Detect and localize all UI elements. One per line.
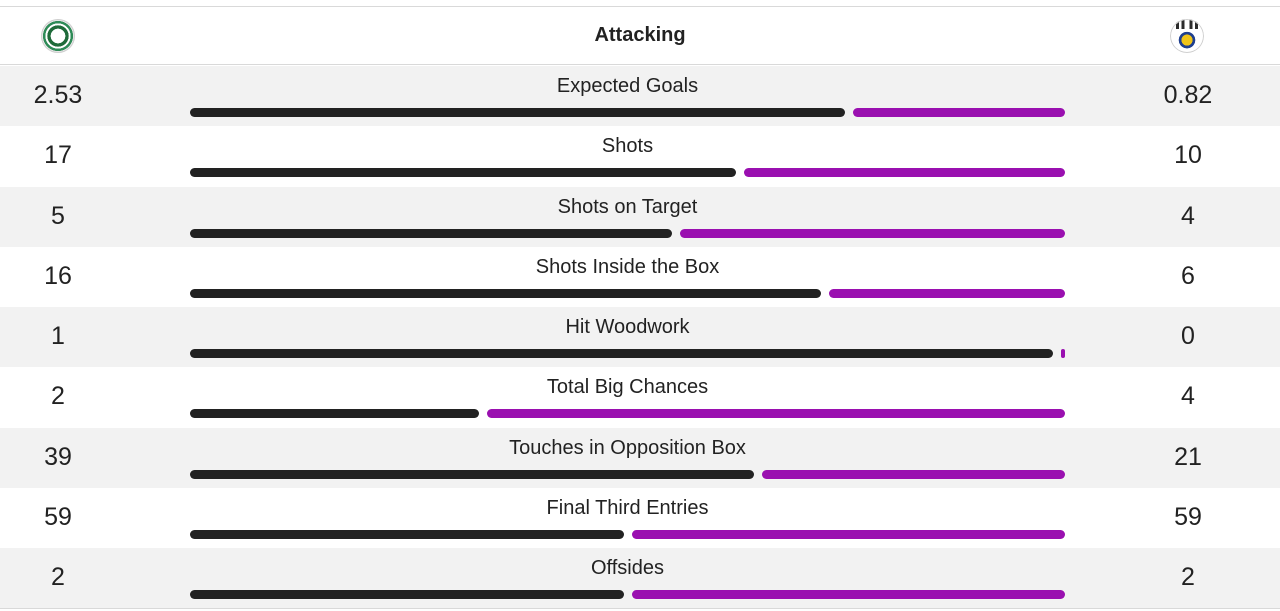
- home-share-bar: [190, 349, 1053, 359]
- stat-comparison-bar: [190, 469, 1065, 479]
- home-stat-value: 2.53: [33, 81, 83, 109]
- stat-label: Touches in Opposition Box: [509, 436, 746, 459]
- away-team-crest-icon: [1170, 19, 1204, 53]
- stat-row: 16 Shots Inside the Box 6: [0, 246, 1280, 308]
- stat-label: Shots on Target: [557, 195, 698, 218]
- away-share-bar: [761, 469, 1065, 479]
- stat-row: 5 Shots on Target 4: [0, 186, 1280, 247]
- away-share-bar: [1061, 349, 1065, 359]
- stat-comparison-bar: [190, 228, 1065, 238]
- stat-row: 2 Total Big Chances 4: [0, 367, 1280, 428]
- stat-row: 2.53 Expected Goals 0.82: [0, 66, 1280, 127]
- home-share-bar: [190, 409, 479, 419]
- away-share-bar: [852, 108, 1065, 117]
- home-stat-value: 17: [44, 141, 72, 170]
- home-stat-value: 2: [51, 563, 65, 592]
- home-stat-value: 39: [44, 442, 72, 471]
- away-share-bar: [631, 590, 1065, 600]
- away-stat-value: 21: [1174, 442, 1202, 471]
- stat-label: Offsides: [591, 557, 664, 580]
- away-stat-value: 0: [1181, 322, 1195, 351]
- stat-label: Shots: [601, 135, 654, 158]
- stats-list: 2.53 Expected Goals 0.82 17 Shots 10 5 Shots on…: [0, 66, 1280, 609]
- stat-comparison-bar: [190, 288, 1065, 298]
- away-share-bar: [631, 530, 1065, 540]
- home-stat-value: 5: [51, 201, 65, 230]
- home-share-bar: [190, 590, 624, 600]
- stat-comparison-bar: [190, 108, 1065, 117]
- away-stat-value: 6: [1181, 261, 1195, 290]
- stat-label: Hit Woodwork: [565, 316, 690, 339]
- section-title: Attacking: [594, 24, 686, 46]
- away-stat-value: 2: [1181, 563, 1195, 592]
- away-share-bar: [828, 288, 1065, 298]
- away-share-bar: [679, 228, 1065, 238]
- home-share-bar: [190, 530, 624, 540]
- home-stat-value: 16: [44, 261, 72, 290]
- away-stat-value: 10: [1174, 141, 1202, 170]
- home-share-bar: [190, 228, 672, 238]
- home-stat-value: 2: [51, 382, 65, 411]
- away-stat-value: 59: [1174, 503, 1202, 532]
- stat-comparison-bar: [190, 168, 1065, 178]
- home-share-bar: [190, 469, 754, 479]
- home-share-bar: [190, 288, 821, 298]
- stats-header: Attacking: [0, 6, 1280, 65]
- stat-row: 1 Hit Woodwork 0: [0, 307, 1280, 368]
- home-share-bar: [190, 108, 845, 117]
- away-stat-value: 0.82: [1163, 81, 1213, 109]
- stat-comparison-bar: [190, 530, 1065, 540]
- stat-label: Shots Inside the Box: [535, 255, 720, 278]
- stat-label: Total Big Chances: [546, 376, 709, 399]
- home-share-bar: [190, 168, 736, 178]
- stat-label: Final Third Entries: [546, 497, 709, 520]
- away-stat-value: 4: [1181, 382, 1195, 411]
- away-stat-value: 4: [1181, 201, 1195, 230]
- home-stat-value: 1: [51, 322, 65, 351]
- away-share-bar: [743, 168, 1065, 178]
- stat-row: 17 Shots 10: [0, 126, 1280, 187]
- stat-comparison-bar: [190, 349, 1065, 359]
- away-share-bar: [487, 409, 1065, 419]
- stat-label: Expected Goals: [556, 75, 699, 97]
- stat-row: 59 Final Third Entries 59: [0, 488, 1280, 549]
- stat-row: 2 Offsides 2: [0, 548, 1280, 609]
- stat-comparison-bar: [190, 590, 1065, 600]
- home-stat-value: 59: [44, 503, 72, 532]
- home-team-crest-icon: [41, 19, 75, 53]
- stat-comparison-bar: [190, 409, 1065, 419]
- stat-row: 39 Touches in Opposition Box 21: [0, 427, 1280, 489]
